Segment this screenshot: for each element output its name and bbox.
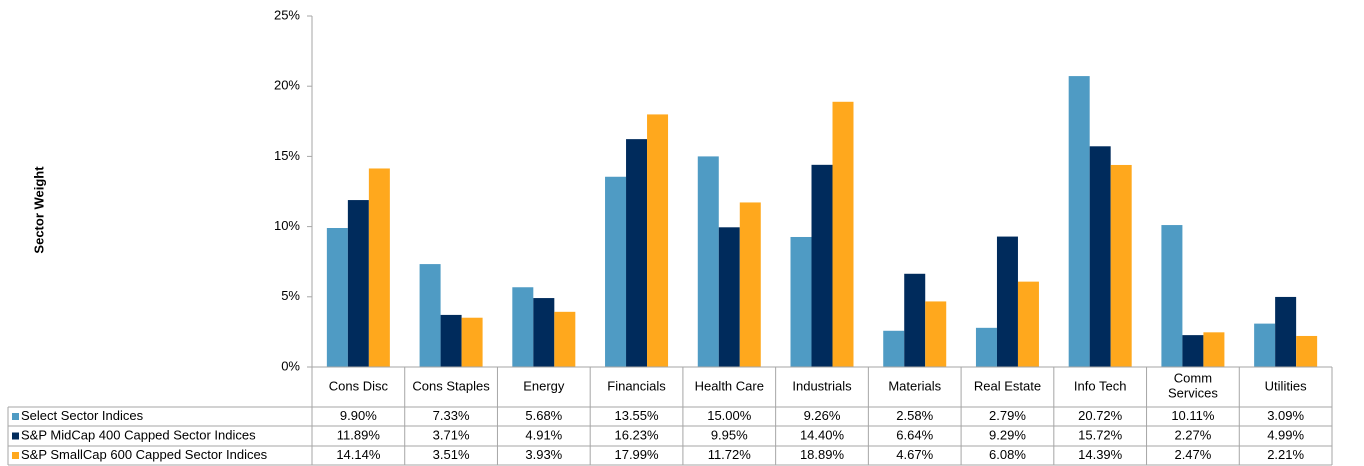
data-label: 3.51% (433, 447, 470, 462)
data-label: 20.72% (1078, 408, 1123, 423)
x-tick-label: Materials (888, 378, 941, 393)
data-label: 2.47% (1174, 447, 1211, 462)
data-label: 2.79% (989, 408, 1026, 423)
bar (790, 236, 812, 367)
x-tick-label: Energy (523, 378, 565, 393)
bar (811, 164, 833, 367)
data-label: 11.72% (708, 447, 752, 462)
data-label: 9.90% (340, 408, 377, 423)
bar (554, 311, 576, 367)
bar (1110, 164, 1132, 367)
bar (1089, 146, 1111, 367)
bar (697, 156, 719, 367)
data-label: 14.39% (1078, 447, 1123, 462)
bar (533, 298, 555, 367)
data-label: 3.09% (1267, 408, 1304, 423)
bar (975, 327, 997, 367)
bar (512, 287, 534, 367)
bar (883, 330, 905, 367)
bar (832, 101, 854, 368)
bar (904, 273, 926, 367)
x-tick-label: Comm Services (1168, 371, 1218, 401)
x-tick-label: Industrials (792, 378, 852, 393)
y-tick-label: 15% (274, 148, 300, 163)
bar (996, 236, 1018, 367)
bar (1203, 332, 1225, 367)
data-label: 11.89% (337, 427, 381, 442)
bar (461, 317, 483, 367)
x-tick-label: Cons Staples (412, 378, 490, 393)
data-label: 2.21% (1267, 447, 1304, 462)
x-tick-label: Health Care (695, 378, 764, 393)
bar (1182, 335, 1204, 367)
data-label: 14.14% (336, 447, 381, 462)
x-tick-label: Utilities (1265, 378, 1307, 393)
data-label: 13.55% (614, 408, 659, 423)
x-tick-label: Financials (607, 378, 666, 393)
legend-label: S&P SmallCap 600 Capped Sector Indices (21, 447, 268, 462)
data-label: 6.64% (896, 427, 933, 442)
data-label: 14.40% (800, 427, 845, 442)
bar (440, 314, 462, 367)
bar (1275, 296, 1297, 367)
data-label: 15.00% (707, 408, 752, 423)
data-label: 2.58% (896, 408, 933, 423)
data-label: 9.26% (804, 408, 841, 423)
x-tick-label: Info Tech (1074, 378, 1127, 393)
y-axis-label: Sector Weight (31, 166, 46, 254)
data-label: 7.33% (433, 408, 470, 423)
data-label: 15.72% (1078, 427, 1123, 442)
bar (647, 114, 669, 367)
bar (368, 168, 390, 367)
data-label: 16.23% (614, 427, 659, 442)
data-label: 3.93% (525, 447, 562, 462)
legend-label: S&P MidCap 400 Capped Sector Indices (21, 427, 256, 442)
data-label: 3.71% (433, 427, 470, 442)
bar (347, 200, 369, 367)
bar (626, 139, 648, 367)
legend-swatch (12, 413, 19, 420)
data-label: 2.27% (1174, 427, 1211, 442)
data-label: 17.99% (614, 447, 659, 462)
y-tick-label: 0% (281, 358, 300, 373)
x-tick-label: Real Estate (974, 378, 1041, 393)
bar (925, 301, 947, 367)
bar (1254, 323, 1276, 367)
bar (1068, 76, 1090, 368)
legend-label: Select Sector Indices (21, 408, 144, 423)
bar (1161, 225, 1183, 367)
y-tick-label: 10% (274, 218, 300, 233)
legend-swatch (12, 432, 19, 440)
bar (1296, 335, 1318, 367)
data-label: 18.89% (800, 447, 845, 462)
bar (326, 228, 348, 367)
y-tick-label: 20% (274, 78, 300, 93)
bar (718, 227, 740, 367)
bar (605, 176, 627, 367)
data-label: 4.91% (525, 427, 562, 442)
data-label: 4.67% (896, 447, 933, 462)
y-tick-label: 25% (274, 7, 300, 22)
data-label: 6.08% (989, 447, 1026, 462)
data-label: 5.68% (525, 408, 562, 423)
legend-swatch (12, 452, 19, 459)
bar (419, 264, 441, 367)
x-tick-label: Cons Disc (329, 378, 389, 393)
data-label: 10.11% (1171, 408, 1215, 423)
data-label: 9.29% (989, 427, 1026, 442)
y-tick-label: 5% (281, 288, 300, 303)
data-label: 9.95% (711, 427, 748, 442)
bar (739, 202, 761, 367)
data-label: 4.99% (1267, 427, 1304, 442)
bar (1017, 281, 1039, 367)
